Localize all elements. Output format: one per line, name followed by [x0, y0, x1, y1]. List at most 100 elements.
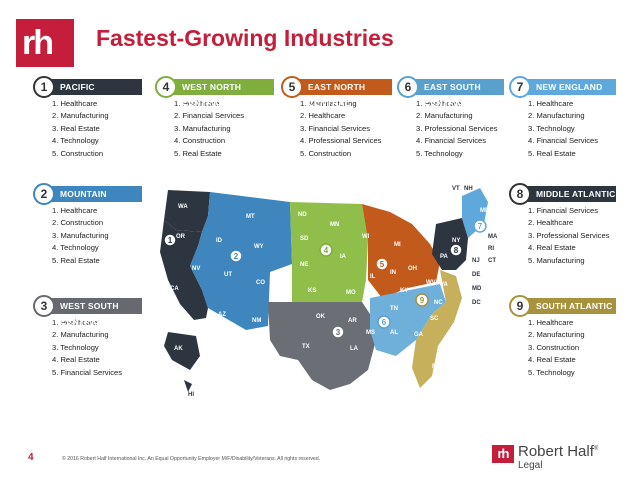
region-pacific-shape: [164, 190, 210, 232]
region-pacific-shape: [184, 380, 192, 392]
list-item: 1. Healthcare: [528, 99, 574, 108]
state-label: DE: [472, 272, 480, 278]
industry-list: 1. Healthcare 2. Manufacturing 3. Techno…: [512, 98, 616, 160]
state-label: PA: [440, 254, 449, 260]
region-name: PACIFIC: [60, 82, 95, 92]
marker-label: 8: [454, 246, 459, 255]
industry-list: 1. Financial Services 2. Healthcare 3. P…: [512, 205, 616, 267]
marker-label: 3: [336, 328, 341, 337]
marker-circle: [229, 249, 243, 263]
list-item: 1. Healthcare: [52, 206, 98, 215]
state-label: GA: [414, 332, 424, 338]
industry-list: 1. Healthcare 2. Manufacturing 3. Constr…: [512, 317, 616, 379]
state-label: WY: [254, 244, 264, 250]
list-item: 5. Real Estate: [174, 148, 222, 158]
region-number: 4: [155, 76, 177, 98]
list-item: 5. Financial Services: [52, 367, 123, 377]
industry-list: 1. Manufacturing 2. Healthcare 3. Financ…: [284, 98, 392, 160]
region-header: 1 PACIFIC: [33, 76, 142, 98]
list-item: 1. Financial Services: [528, 206, 599, 215]
state-label: NH: [464, 186, 473, 192]
region-number: 8: [509, 183, 531, 205]
list-item: 3. Financial Services: [300, 123, 371, 133]
robert-half-legal-logo: rh Robert Half® Legal: [492, 443, 612, 473]
list-item: 4. Technology: [52, 243, 99, 253]
state-label: SD: [300, 236, 309, 242]
industry-list: 1. Healthcare 2. Manufacturing 3. Techno…: [36, 317, 142, 379]
state-label: TN: [390, 306, 398, 312]
east-coast-labels: NJ DE MD DC VT NH ME MA RI CT: [452, 186, 498, 306]
state-label: AK: [174, 346, 183, 352]
marker-label: 2: [234, 252, 239, 261]
list-item: 2. Manufacturing: [52, 330, 109, 340]
industry-list: 1. Healthcare 2. Financial Services 3. M…: [158, 98, 274, 160]
marker-circle: [449, 243, 463, 257]
region-number: 2: [33, 183, 55, 205]
page-number: 4: [28, 452, 34, 463]
region-pacific: 1 PACIFIC 1. Healthcare 2. Manufacturing…: [33, 76, 142, 160]
region-east-south-central: 6 EAST SOUTH CENTRAL 1. Healthcare 2. Ma…: [397, 76, 504, 160]
state-label: MO: [346, 290, 356, 296]
list-item: 2. Manufacturing: [528, 330, 585, 340]
list-item: 5. Construction: [52, 148, 104, 158]
list-item: 4. Financial Services: [416, 136, 487, 146]
region-number: 6: [397, 76, 419, 98]
state-label: VT: [452, 186, 460, 192]
list-item: 2. Manufacturing: [416, 111, 473, 121]
list-item: 2. Manufacturing: [52, 111, 109, 121]
region-header: 7 NEW ENGLAND: [509, 76, 616, 98]
state-label: MT: [246, 214, 255, 220]
state-label: VA: [440, 282, 449, 288]
list-item: 2. Healthcare: [528, 218, 574, 228]
region-mountain: 2 MOUNTAIN 1. Healthcare 2. Construction…: [33, 183, 142, 267]
state-label: CO: [256, 280, 265, 286]
state-label: NC: [434, 300, 443, 306]
state-label: ME: [480, 208, 489, 214]
state-label: KY: [400, 288, 408, 294]
list-item: 4. Technology: [52, 136, 99, 146]
list-item: 3. Professional Services: [528, 230, 610, 240]
list-item: 5. Technology: [528, 367, 575, 377]
region-name: WEST SOUTH CENTRAL: [60, 301, 119, 327]
region-new-england: 7 NEW ENGLAND 1. Healthcare 2. Manufactu…: [509, 76, 616, 160]
list-item: 3. Professional Services: [416, 123, 498, 133]
state-label: NJ: [472, 258, 480, 264]
us-regions-map: WA OR CA AK HI MT ID WY NV UT CO AZ NM N…: [160, 186, 498, 398]
region-name: SOUTH ATLANTIC: [536, 301, 613, 311]
marker-circle: [331, 325, 345, 339]
region-header: 8 MIDDLE ATLANTIC: [509, 183, 616, 205]
region-number: 5: [281, 76, 303, 98]
region-pacific-shape: [164, 332, 200, 370]
region-number: 3: [33, 295, 55, 317]
list-item: 4. Financial Services: [528, 136, 599, 146]
state-label: MS: [366, 330, 375, 336]
list-item: 5. Construction: [300, 148, 352, 158]
state-label: NV: [192, 266, 200, 272]
state-label: MI: [394, 242, 401, 248]
marker-circle: [473, 219, 487, 233]
region-header: 5 EAST NORTH CENTRAL: [281, 76, 392, 108]
list-item: 3. Technology: [52, 342, 99, 352]
state-label: HI: [188, 392, 194, 398]
state-label: IN: [390, 270, 396, 276]
region-wsc-shape: [268, 302, 376, 390]
state-label: WA: [178, 204, 188, 210]
rh-logo: rh: [16, 19, 74, 67]
region-number: 7: [509, 76, 531, 98]
list-item: 4. Real Estate: [52, 355, 100, 365]
region-header: 3 WEST SOUTH CENTRAL: [33, 295, 142, 327]
list-item: 1. Manufacturing: [300, 98, 392, 110]
brand-mark: rh: [492, 445, 514, 463]
brand-sub: Legal: [518, 460, 543, 471]
state-label: OR: [176, 234, 186, 240]
region-name: MIDDLE ATLANTIC: [536, 189, 616, 199]
marker-circle: [375, 257, 389, 271]
marker-circle: [377, 315, 391, 329]
industry-list: 1. Healthcare 2. Manufacturing 3. Real E…: [36, 98, 142, 160]
state-label: TX: [302, 344, 310, 350]
region-name: NEW ENGLAND: [536, 82, 603, 92]
list-item: 5. Real Estate: [52, 255, 100, 265]
list-item: 5. Technology: [416, 148, 463, 158]
region-header: 2 MOUNTAIN: [33, 183, 142, 205]
region-east-north-central: 5 EAST NORTH CENTRAL 1. Manufacturing 2.…: [281, 76, 392, 160]
